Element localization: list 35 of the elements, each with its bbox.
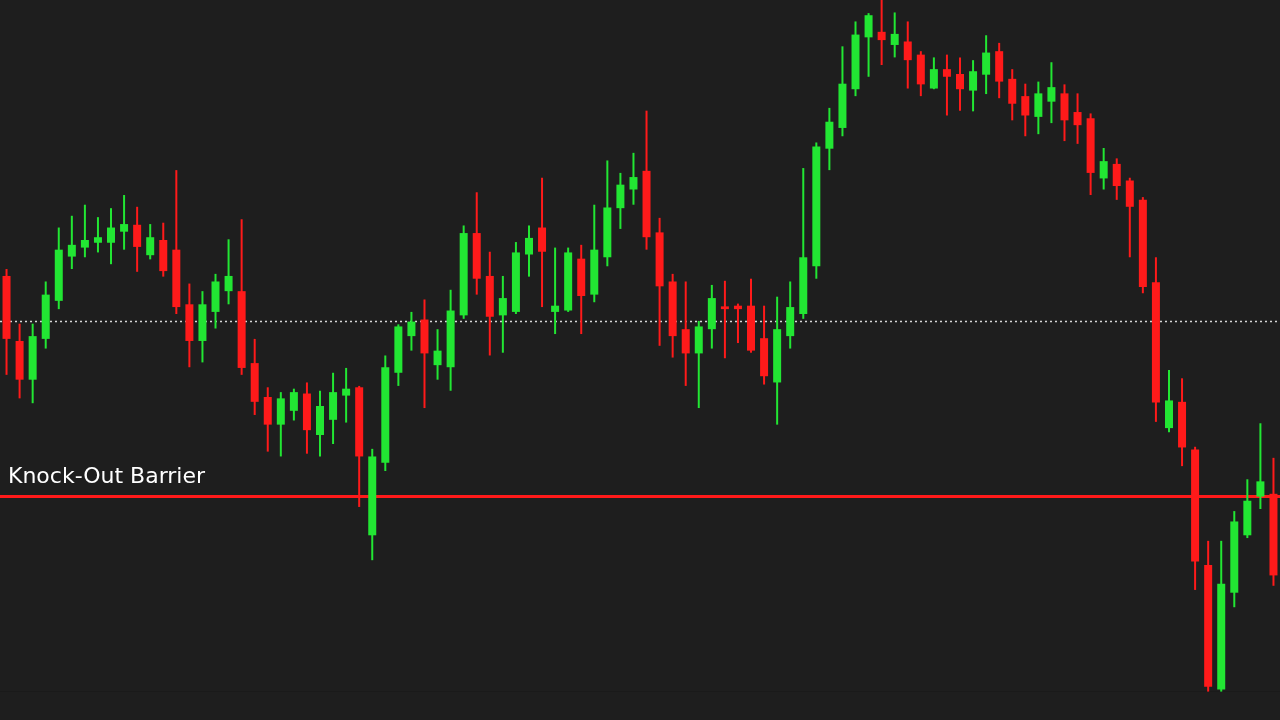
candlestick <box>720 279 729 360</box>
candlestick <box>146 223 155 261</box>
candlestick <box>969 59 978 113</box>
candlestick <box>551 246 560 336</box>
candlestick <box>1034 80 1043 136</box>
candlestick <box>120 194 129 251</box>
candlestick <box>616 171 625 230</box>
candlestick <box>1073 92 1082 145</box>
candlestick <box>80 203 89 259</box>
candlestick <box>942 53 951 117</box>
candlestick <box>524 224 533 278</box>
candlestick <box>407 310 416 352</box>
candlestick <box>1099 147 1108 191</box>
candlestick <box>956 56 964 112</box>
candlestick <box>498 274 507 354</box>
candlestick <box>93 216 102 254</box>
candlestick <box>1256 422 1265 511</box>
candlestick <box>289 387 298 422</box>
candlestick <box>982 34 991 96</box>
candlestick <box>890 11 899 59</box>
candlestick <box>67 214 76 271</box>
candlestick <box>342 366 351 424</box>
candlestick <box>864 12 873 78</box>
candlestick <box>1047 61 1056 125</box>
candlestick <box>903 20 912 90</box>
candlestick <box>629 151 638 206</box>
candlestick <box>1021 82 1030 138</box>
candlestick <box>224 238 233 306</box>
candlestick <box>133 205 142 273</box>
candlestick <box>433 328 442 381</box>
ref-line-label: Knock-Out Barrier <box>8 463 207 489</box>
candlestick <box>929 56 938 91</box>
candlestick <box>107 207 116 266</box>
candlestick <box>877 0 886 67</box>
candlestick <box>1112 157 1121 201</box>
